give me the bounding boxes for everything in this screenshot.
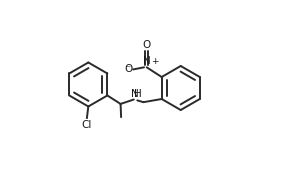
Text: N: N [131,89,138,99]
Text: O: O [143,40,151,50]
Text: O: O [125,64,133,74]
Text: Cl: Cl [81,120,91,130]
Text: N: N [143,56,151,66]
Text: ⁻: ⁻ [126,64,131,74]
Text: H: H [134,89,142,99]
Text: +: + [151,56,158,65]
